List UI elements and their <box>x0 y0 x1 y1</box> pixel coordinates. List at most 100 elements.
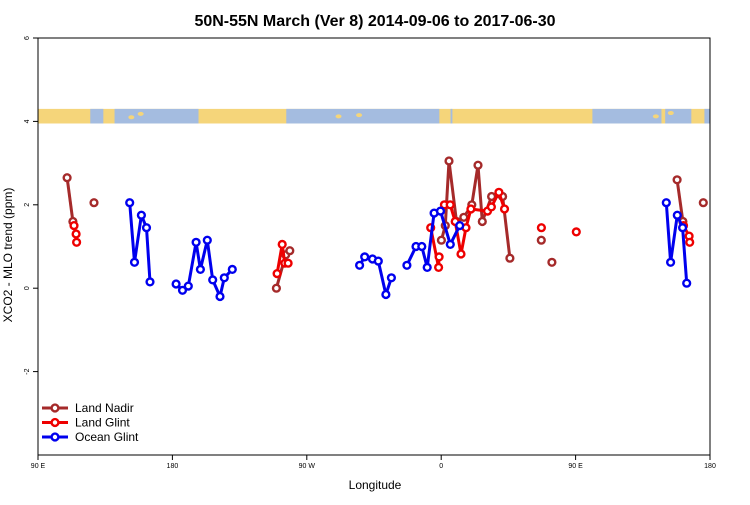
data-point-land-nadir <box>473 160 483 170</box>
series-line-land-nadir <box>65 177 75 222</box>
data-point-ocean-glint <box>417 241 427 252</box>
legend-label-land-glint: Land Glint <box>75 416 130 430</box>
data-point-ocean-glint <box>360 252 370 262</box>
legend-marker-land-nadir <box>50 403 60 413</box>
data-point-land-nadir <box>89 198 99 208</box>
series-ocean-glint <box>125 198 692 302</box>
data-point-land-nadir <box>487 191 497 202</box>
data-point-ocean-glint <box>677 223 688 233</box>
y-tick-label: 0 <box>24 286 31 290</box>
data-point-ocean-glint <box>386 273 397 283</box>
y-tick-label: 4 <box>24 119 31 123</box>
x-tick-label: 90 E <box>31 463 46 470</box>
data-point-ocean-glint <box>402 260 412 270</box>
data-point-land-nadir <box>285 246 295 256</box>
data-point-land-glint <box>71 229 81 239</box>
x-tick-label: 90 E <box>568 463 583 470</box>
series-line-land-glint <box>444 190 506 256</box>
map-band-speckle <box>128 115 135 120</box>
data-point-land-nadir <box>436 235 447 245</box>
map-band-ocean <box>286 108 440 124</box>
data-point-ocean-glint <box>445 239 455 250</box>
map-band-ocean <box>665 108 692 124</box>
data-point-ocean-glint <box>373 256 383 266</box>
data-point-ocean-glint <box>177 285 188 295</box>
data-point-ocean-glint <box>665 257 676 267</box>
data-point-ocean-glint <box>171 279 181 289</box>
data-point-land-glint <box>69 221 79 231</box>
data-point-land-nadir <box>672 175 682 185</box>
map-band-ocean <box>592 108 662 124</box>
y-tick-label: -2 <box>24 368 31 374</box>
data-point-ocean-glint <box>355 260 365 270</box>
data-point-land-glint <box>272 269 282 279</box>
map-band-speckle <box>335 114 342 119</box>
data-point-ocean-glint <box>183 281 193 291</box>
data-point-land-nadir <box>444 156 454 166</box>
map-band-speckle <box>137 111 144 116</box>
data-point-land-glint <box>499 204 510 214</box>
data-point-land-glint <box>685 237 695 247</box>
data-point-land-glint <box>494 187 504 197</box>
data-point-land-glint <box>456 249 466 259</box>
map-band-ocean <box>450 108 453 124</box>
data-point-ocean-glint <box>145 277 155 287</box>
data-point-ocean-glint <box>422 262 432 273</box>
x-axis-label: Longitude <box>349 478 402 492</box>
series-land-nadir <box>62 156 708 293</box>
data-point-ocean-glint <box>195 264 206 275</box>
data-point-ocean-glint <box>672 210 682 220</box>
legend-label-land-nadir: Land Nadir <box>75 401 134 415</box>
x-tick-label: 90 W <box>299 463 316 470</box>
data-point-land-nadir <box>536 235 546 245</box>
data-point-ocean-glint <box>125 198 135 208</box>
series-line-land-nadir <box>675 179 685 222</box>
data-point-land-glint <box>434 262 444 273</box>
map-band-ocean <box>114 108 199 124</box>
data-point-land-glint <box>486 202 497 212</box>
data-point-ocean-glint <box>215 291 225 302</box>
data-point-ocean-glint <box>661 198 671 208</box>
map-band-speckle <box>494 115 501 120</box>
data-point-land-nadir <box>698 198 708 208</box>
map-band-speckle <box>652 114 659 119</box>
data-point-land-nadir <box>547 257 557 267</box>
data-point-land-glint <box>445 200 455 210</box>
data-point-land-glint <box>434 252 444 262</box>
data-point-ocean-glint <box>202 235 212 245</box>
y-tick-label: 6 <box>24 36 31 40</box>
series-land-glint <box>69 187 695 279</box>
data-point-land-glint <box>277 239 287 250</box>
map-band-speckle <box>667 111 674 116</box>
map-band-speckle <box>356 113 363 118</box>
data-point-land-glint <box>466 204 476 214</box>
data-point-ocean-glint <box>136 210 147 220</box>
data-point-land-glint <box>283 258 293 268</box>
data-point-land-nadir <box>477 216 487 227</box>
plot-frame <box>37 37 711 456</box>
map-band-ocean <box>704 108 710 124</box>
data-point-land-glint <box>571 227 581 237</box>
data-point-ocean-glint <box>435 206 446 216</box>
data-point-land-nadir <box>271 283 282 293</box>
data-point-land-nadir <box>62 173 72 183</box>
x-tick-label: 0 <box>439 463 443 470</box>
data-point-ocean-glint <box>129 257 140 267</box>
x-tick-label: 180 <box>167 463 179 470</box>
series-layer <box>62 156 708 302</box>
y-axis-label: XCO2 - MLO trend (ppm) <box>1 188 15 323</box>
data-point-land-glint <box>536 223 547 233</box>
data-point-ocean-glint <box>455 221 465 231</box>
legend-marker-ocean-glint <box>50 432 60 442</box>
data-point-land-nadir <box>459 212 469 222</box>
data-point-ocean-glint <box>141 223 152 233</box>
data-point-land-glint <box>71 237 82 247</box>
legend-label-ocean-glint: Ocean Glint <box>75 430 139 444</box>
axes: -2 0 2 4 6 90 E 180 90 W 0 90 E 180 <box>24 36 716 470</box>
legend-marker-land-glint <box>50 417 60 428</box>
data-point-ocean-glint <box>191 237 201 247</box>
data-point-ocean-glint <box>682 278 692 288</box>
